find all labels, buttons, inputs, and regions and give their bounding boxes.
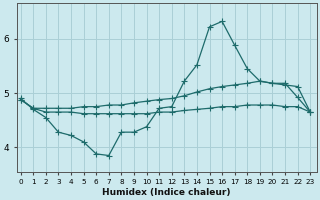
X-axis label: Humidex (Indice chaleur): Humidex (Indice chaleur) — [102, 188, 231, 197]
